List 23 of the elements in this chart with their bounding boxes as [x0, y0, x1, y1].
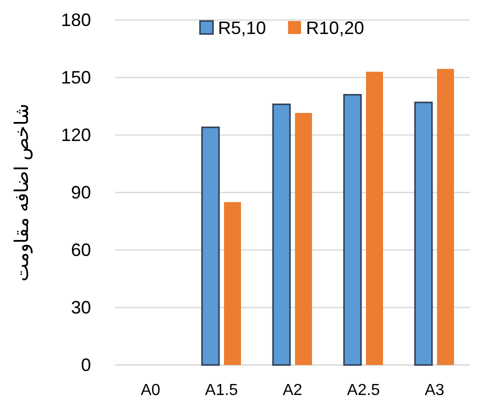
y-axis-title: شاخص اضافه مقاومت [12, 104, 33, 282]
bar [224, 202, 241, 365]
y-tick-label: 150 [60, 68, 91, 88]
bar [201, 126, 220, 366]
y-tick-label: 120 [60, 125, 91, 145]
legend-label: R10,20 [306, 18, 364, 38]
bar [437, 68, 454, 365]
x-tick-label: A3 [424, 382, 444, 399]
bar [343, 94, 362, 366]
x-tick-label: A1.5 [205, 382, 238, 399]
bar [272, 104, 291, 366]
y-tick-label: 90 [70, 182, 91, 202]
bar [295, 112, 312, 365]
y-tick-label: 180 [60, 10, 91, 30]
legend-label: R5,10 [218, 18, 266, 38]
x-tick-label: A2 [282, 382, 302, 399]
bar [366, 72, 383, 365]
x-tick-label: A2.5 [347, 382, 380, 399]
y-tick-label: 0 [80, 355, 91, 375]
x-tick-label: A0 [140, 382, 160, 399]
y-tick-label: 60 [70, 240, 91, 260]
y-tick-label: 30 [70, 298, 91, 318]
bar [414, 102, 433, 366]
